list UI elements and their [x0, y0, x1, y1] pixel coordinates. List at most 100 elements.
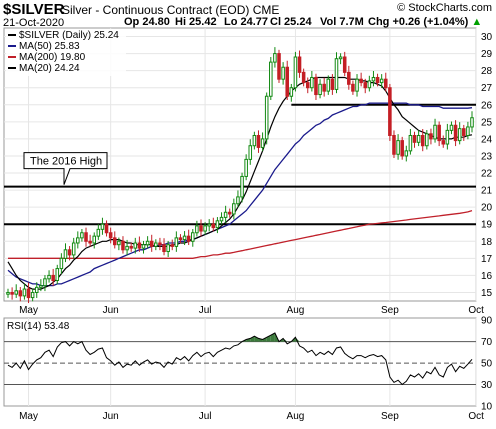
candle-body: [199, 225, 203, 232]
candle-body: [236, 196, 240, 205]
candle-body: [433, 124, 437, 140]
candle-body: [43, 278, 47, 287]
candle-body: [149, 240, 154, 247]
candle-body: [449, 124, 454, 131]
candle-body: [318, 83, 322, 96]
candle-body: [227, 211, 232, 215]
price-tick-label: 23: [481, 151, 493, 162]
price-month-label: Oct: [468, 305, 484, 316]
candle-body: [223, 211, 228, 218]
candle-body: [342, 56, 347, 73]
legend-label: MA(50) 25.83: [19, 41, 80, 52]
candle-body: [260, 138, 265, 148]
candle-body: [100, 223, 105, 230]
candle-body: [112, 237, 117, 246]
candle-body: [166, 244, 170, 253]
candle-body: [326, 78, 331, 92]
price-tick-label: 29: [481, 49, 493, 60]
legend-background: [6, 29, 126, 76]
candle-body: [371, 76, 376, 82]
candle-body: [359, 78, 363, 84]
rsi-tick-label: 10: [481, 402, 493, 413]
candle-body: [400, 140, 404, 157]
candle-body: [162, 244, 166, 253]
candle-body: [445, 129, 450, 145]
candle-body: [462, 128, 466, 136]
candle-body: [420, 134, 425, 147]
candle-body: [55, 268, 60, 282]
candle-body: [388, 87, 392, 136]
candle-body: [277, 53, 281, 80]
price-tick-label: 24: [481, 134, 493, 145]
legend-label: MA(200) 19.80: [19, 52, 86, 63]
candle-body: [425, 133, 429, 147]
candle-body: [121, 240, 125, 251]
candle-body: [429, 133, 433, 140]
candle-body: [375, 76, 380, 84]
price-month-label: Aug: [287, 305, 305, 316]
candle-body: [269, 61, 273, 97]
rsi-month-label: Sep: [381, 411, 399, 422]
low-value: Lo 24.77: [224, 16, 269, 28]
rsi-tick-label: 70: [481, 337, 493, 348]
high-value: Hi 25.42: [175, 16, 217, 28]
candle-body: [104, 223, 109, 234]
chart-header: $SILVER Silver - Continuous Contract (EO…: [0, 0, 496, 30]
rsi-overbought-fill: [250, 336, 255, 342]
candle-body: [186, 235, 191, 242]
change-text: Chg +0.26 (+1.04%): [368, 16, 469, 28]
rsi-month-label: May: [19, 411, 38, 422]
price-tick-label: 28: [481, 66, 493, 77]
candle-body: [466, 126, 470, 136]
price-month-label: Jul: [199, 305, 212, 316]
candle-body: [285, 66, 289, 97]
candle-body: [252, 134, 257, 147]
candle-body: [314, 76, 318, 96]
candle-body: [338, 56, 343, 60]
candle-body: [240, 175, 244, 198]
candle-body: [84, 232, 88, 242]
candle-body: [182, 235, 187, 241]
candle-body: [108, 232, 113, 239]
price-tick-label: 27: [481, 83, 493, 94]
price-month-label: Jun: [103, 305, 119, 316]
rsi-line: [7, 332, 473, 386]
candle-body: [22, 288, 27, 297]
change-value: Chg +0.26 (+1.04%) ▲: [368, 16, 482, 28]
candle-body: [412, 134, 417, 143]
exchange-text: CME: [252, 3, 280, 17]
candle-body: [457, 128, 462, 142]
candle-body: [47, 274, 51, 280]
candle-body: [347, 71, 351, 85]
candle-body: [256, 134, 261, 148]
description-text: Silver - Continuous Contract (EOD): [62, 3, 250, 17]
rsi-month-label: Jul: [199, 411, 212, 422]
candle-body: [154, 242, 158, 247]
price-tick-label: 17: [481, 254, 493, 265]
price-tick-label: 26: [481, 100, 493, 111]
rsi-tick-label: 50: [481, 359, 493, 370]
symbol-title: $SILVER: [3, 1, 65, 18]
rsi-overbought-fill: [266, 335, 271, 342]
price-tick-label: 22: [481, 169, 493, 180]
candle-body: [416, 134, 421, 143]
candle-body: [34, 286, 39, 293]
price-tick-label: 21: [481, 186, 493, 197]
candle-body: [51, 274, 55, 282]
candle-body: [195, 225, 199, 234]
candle-body: [18, 290, 23, 297]
candle-body: [215, 220, 220, 229]
rsi-month-label: Jun: [103, 411, 119, 422]
candle-body: [248, 145, 253, 160]
annotation-callout: [23, 152, 108, 185]
candle-body: [367, 80, 372, 89]
candle-body: [219, 216, 224, 222]
candle-body: [305, 82, 310, 89]
candle-body: [141, 244, 146, 249]
price-tick-label: 18: [481, 237, 493, 248]
candle-body: [363, 82, 368, 89]
volume-value: Vol 7.7M: [320, 16, 364, 28]
candle-body: [293, 56, 298, 89]
legend-label: $SILVER (Daily) 25.24: [19, 30, 119, 41]
candle-body: [39, 285, 43, 288]
